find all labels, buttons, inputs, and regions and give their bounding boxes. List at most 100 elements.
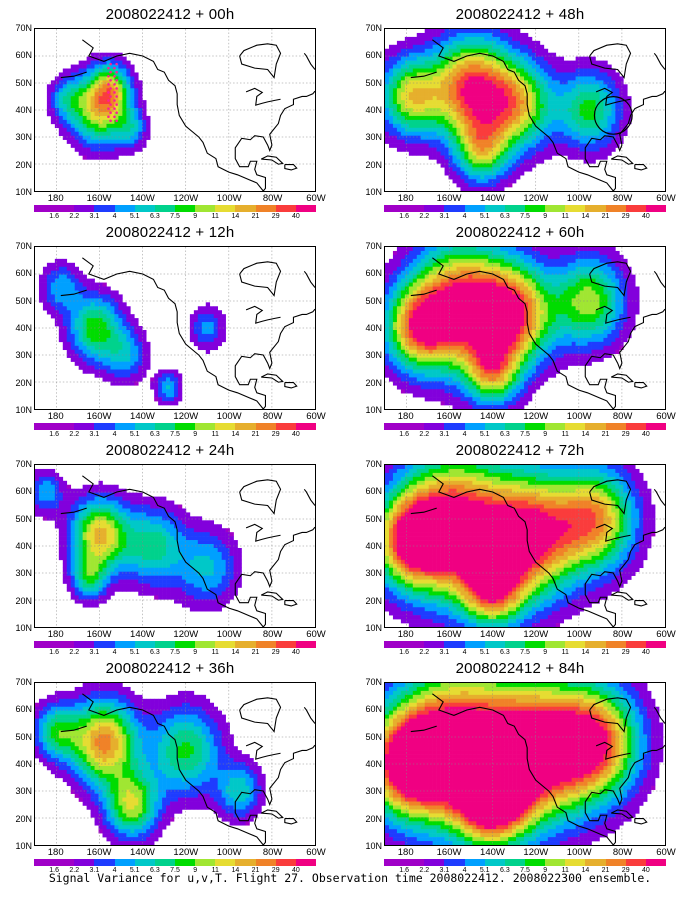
colorbar-label: 29: [621, 431, 630, 438]
colorbar-label: 3.1: [439, 213, 450, 220]
colorbar-label: 3.1: [439, 431, 450, 438]
lon-tick-label: 120W: [523, 193, 549, 204]
lat-tick-label: 10N: [15, 841, 32, 851]
colorbar-swatch: [384, 205, 405, 212]
colorbar-label: 9: [543, 431, 548, 438]
lat-tick-label: 10N: [365, 841, 382, 851]
variance-map: [34, 28, 316, 192]
panel-title: 2008022412 + 48h: [455, 6, 585, 23]
colorbar-label: 3.1: [89, 867, 100, 874]
colorbar-label: 7.5: [170, 649, 180, 656]
colorbar-swatch: [114, 423, 135, 430]
colorbar-label: 21: [601, 431, 610, 438]
colorbar-label: 7.5: [170, 431, 180, 438]
lon-tick-label: 160W: [436, 193, 462, 204]
colorbar-swatch: [215, 641, 236, 648]
colorbar-label: 29: [621, 649, 630, 656]
colorbar-swatch: [174, 423, 196, 430]
colorbar-label: 1.6: [399, 213, 410, 220]
colorbar-label: 5.1: [479, 649, 490, 656]
map-gridlines: [385, 683, 665, 845]
lon-tick-label: 80W: [612, 847, 633, 858]
lat-tick-label: 70N: [365, 241, 382, 251]
colorbar-swatch: [74, 641, 95, 648]
colorbar-swatch: [524, 423, 546, 430]
colorbar-swatch: [94, 423, 115, 430]
colorbar-swatch: [195, 205, 216, 212]
colorbar-swatch: [605, 859, 626, 866]
colorbar-labels: 1.6 2.2 3.1 4 5.1 6.3 7.5 9 11 14 21 29 40: [384, 431, 666, 441]
colorbar-label: 3.1: [439, 867, 450, 874]
colorbar-label: 40: [291, 213, 300, 220]
colorbar-swatch: [484, 423, 505, 430]
lat-tick-label: 40N: [15, 759, 32, 769]
variance-map: [34, 464, 316, 628]
colorbar-swatch: [424, 641, 445, 648]
colorbar-swatch: [94, 641, 115, 648]
colorbar-swatch: [444, 423, 465, 430]
lon-tick-label: 140W: [480, 629, 505, 640]
lat-tick-label: 50N: [365, 77, 382, 88]
colorbar-label: 11: [561, 867, 569, 874]
lat-tick-label: 50N: [365, 513, 382, 524]
colorbar-swatch: [74, 859, 95, 866]
latitude-axis: 70N 60N 50N 40N 30N 20N 10N: [350, 459, 384, 633]
colorbar-swatch: [625, 859, 646, 866]
colorbar-swatch: [424, 859, 445, 866]
lat-tick-label: 70N: [15, 241, 32, 251]
lon-tick-label: 120W: [173, 629, 199, 640]
lon-tick-label: 140W: [480, 847, 505, 858]
colorbar-label: 5.1: [129, 213, 140, 220]
lon-tick-label: 140W: [130, 193, 155, 204]
longitude-axis: 180 160W 140W 120W 100W 80W 60W: [34, 193, 326, 205]
lon-tick-label: 140W: [480, 411, 505, 422]
lat-tick-label: 30N: [15, 786, 32, 797]
colorbar-labels: 1.6 2.2 3.1 4 5.1 6.3 7.5 9 11 14 21 29 40: [384, 213, 666, 223]
colorbar-swatch: [585, 205, 606, 212]
colorbar-label: 11: [211, 213, 219, 220]
colorbar-label: 6.3: [149, 649, 160, 656]
colorbar-label: 7.5: [170, 867, 180, 874]
map-panel-48h: 2008022412 + 48h 70N 60N 50N 40N 30N 20N 10N 180…: [350, 6, 690, 220]
lon-tick-label: 160W: [436, 629, 462, 640]
colorbar-swatch: [404, 859, 425, 866]
map-gridlines: [35, 465, 315, 627]
lat-tick-label: 20N: [365, 813, 382, 824]
colorbar-label: 11: [211, 867, 219, 874]
map-gridlines: [35, 247, 315, 409]
lat-tick-label: 30N: [365, 132, 382, 143]
colorbar-label: 21: [601, 213, 610, 220]
colorbar-label: 5.1: [479, 431, 490, 438]
colorbar-swatch: [94, 859, 115, 866]
observation-points: [107, 62, 118, 123]
colorbar-swatch: [645, 641, 666, 648]
colorbar-swatch: [545, 423, 566, 430]
colorbar-swatch: [34, 205, 55, 212]
colorbar-swatch: [134, 859, 155, 866]
lat-tick-label: 50N: [15, 731, 32, 742]
colorbar-label: 40: [291, 867, 300, 874]
colorbar-label: 9: [193, 213, 198, 220]
colorbar-label: 1.6: [49, 213, 60, 220]
colorbar-swatch: [504, 859, 525, 866]
lon-tick-label: 180: [47, 411, 64, 422]
lat-tick-label: 10N: [15, 623, 32, 633]
colorbar-label: 1.6: [49, 649, 60, 656]
longitude-axis: 180 160W 140W 120W 100W 80W 60W: [34, 629, 326, 641]
lat-tick-label: 20N: [15, 813, 32, 824]
colorbar-swatch: [464, 423, 485, 430]
map-panel-0h: 2008022412 + 00h 70N 60N 50N 40N 30N 20N 10N 180…: [0, 6, 340, 220]
lat-tick-label: 10N: [15, 405, 32, 415]
map-panel-84h: 2008022412 + 84h 70N 60N 50N 40N 30N 20N 10N 180…: [350, 660, 690, 874]
colorbar-labels: 1.6 2.2 3.1 4 5.1 6.3 7.5 9 11 14 21 29 40: [34, 867, 316, 877]
lat-tick-label: 50N: [15, 513, 32, 524]
coastline: [60, 257, 315, 409]
colorbar-label: 4: [112, 649, 117, 656]
colorbar-swatch: [605, 205, 626, 212]
map-gridlines: [35, 683, 315, 845]
lat-tick-label: 40N: [15, 541, 32, 551]
colorbar-label: 5.1: [129, 431, 140, 438]
lat-tick-label: 40N: [15, 105, 32, 115]
variance-map: [384, 246, 666, 410]
colorbar-swatch: [134, 641, 155, 648]
